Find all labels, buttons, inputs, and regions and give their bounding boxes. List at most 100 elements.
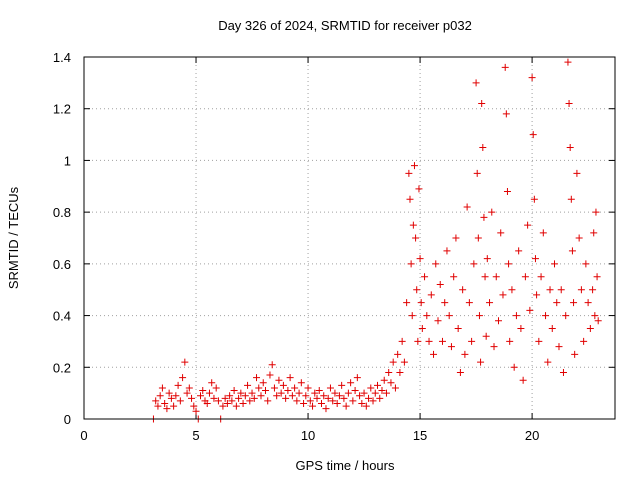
data-point <box>170 402 178 410</box>
data-point <box>589 286 597 294</box>
data-point <box>432 260 440 268</box>
data-point <box>575 234 583 242</box>
data-point <box>548 325 556 332</box>
data-point <box>389 358 397 366</box>
data-point <box>553 299 561 307</box>
data-point <box>593 273 601 281</box>
data-point <box>340 394 348 402</box>
data-point <box>188 394 196 402</box>
y-tick-label: 0 <box>64 412 71 427</box>
data-point <box>443 247 451 255</box>
data-point <box>297 379 305 387</box>
data-point <box>342 402 350 410</box>
data-point <box>412 234 420 242</box>
y-tick-label: 0.4 <box>53 309 71 324</box>
data-point <box>528 74 536 82</box>
data-point <box>494 317 502 325</box>
data-point <box>367 384 375 392</box>
data-point <box>268 361 276 369</box>
data-point <box>481 273 489 281</box>
data-point <box>360 389 368 397</box>
data-point <box>326 384 334 392</box>
data-point <box>570 299 578 307</box>
data-point <box>199 387 207 395</box>
data-point <box>492 273 500 281</box>
data-point <box>288 392 296 400</box>
data-point <box>152 397 160 405</box>
data-point <box>197 392 205 400</box>
data-point <box>463 203 471 211</box>
data-point <box>465 299 473 307</box>
data-point <box>529 131 537 139</box>
data-point <box>425 337 433 345</box>
data-point <box>371 389 379 397</box>
data-point <box>445 312 453 320</box>
data-point <box>571 350 579 358</box>
data-point <box>405 169 413 177</box>
data-point <box>539 229 547 237</box>
data-point <box>382 389 390 397</box>
data-point <box>304 384 312 392</box>
data-point <box>594 317 602 325</box>
data-point <box>567 195 575 203</box>
data-point <box>261 387 269 395</box>
y-tick-label: 1.2 <box>53 102 71 117</box>
data-point <box>183 389 191 397</box>
data-point <box>156 392 164 400</box>
x-tick-label: 10 <box>301 428 315 443</box>
data-point <box>185 384 193 392</box>
data-point <box>400 358 408 366</box>
data-point <box>221 394 229 402</box>
data-point <box>551 260 559 268</box>
data-point <box>257 392 265 400</box>
data-point <box>537 273 545 281</box>
y-tick-label: 1.4 <box>53 50 71 65</box>
data-point <box>421 273 429 281</box>
data-point <box>356 392 364 400</box>
data-point <box>223 399 231 407</box>
data-point <box>417 299 425 307</box>
data-point <box>378 387 386 395</box>
data-point <box>582 260 590 268</box>
data-point <box>475 312 483 320</box>
data-point <box>313 394 321 402</box>
data-point <box>295 389 303 397</box>
data-point <box>165 389 173 397</box>
data-point <box>584 299 592 307</box>
data-point <box>259 379 267 387</box>
data-point <box>241 392 249 400</box>
data-point <box>403 299 411 307</box>
data-point <box>416 255 424 263</box>
data-point <box>472 79 480 87</box>
data-point <box>483 255 491 263</box>
data-point <box>226 392 234 400</box>
data-point <box>176 397 184 405</box>
data-point <box>480 213 488 221</box>
data-point <box>282 394 290 402</box>
data-point <box>407 260 415 268</box>
data-point <box>253 374 261 382</box>
data-point <box>293 397 301 405</box>
x-axis-label: GPS time / hours <box>296 458 395 473</box>
data-point <box>365 394 373 402</box>
data-point <box>592 208 600 216</box>
y-tick-label: 0.8 <box>53 205 71 220</box>
data-point <box>237 389 245 397</box>
data-point <box>438 337 446 345</box>
data-point <box>477 358 485 366</box>
plot-frame <box>83 56 616 420</box>
data-point <box>279 381 287 389</box>
data-point <box>349 397 357 405</box>
data-point <box>450 273 458 281</box>
data-point <box>266 371 274 379</box>
data-point <box>562 312 570 320</box>
x-tick-label: 0 <box>80 428 87 443</box>
data-point <box>565 100 573 108</box>
data-point <box>530 195 538 203</box>
data-point <box>430 350 438 358</box>
data-point <box>486 299 494 307</box>
data-point <box>244 381 252 389</box>
data-point <box>324 394 332 402</box>
data-point <box>423 312 431 320</box>
